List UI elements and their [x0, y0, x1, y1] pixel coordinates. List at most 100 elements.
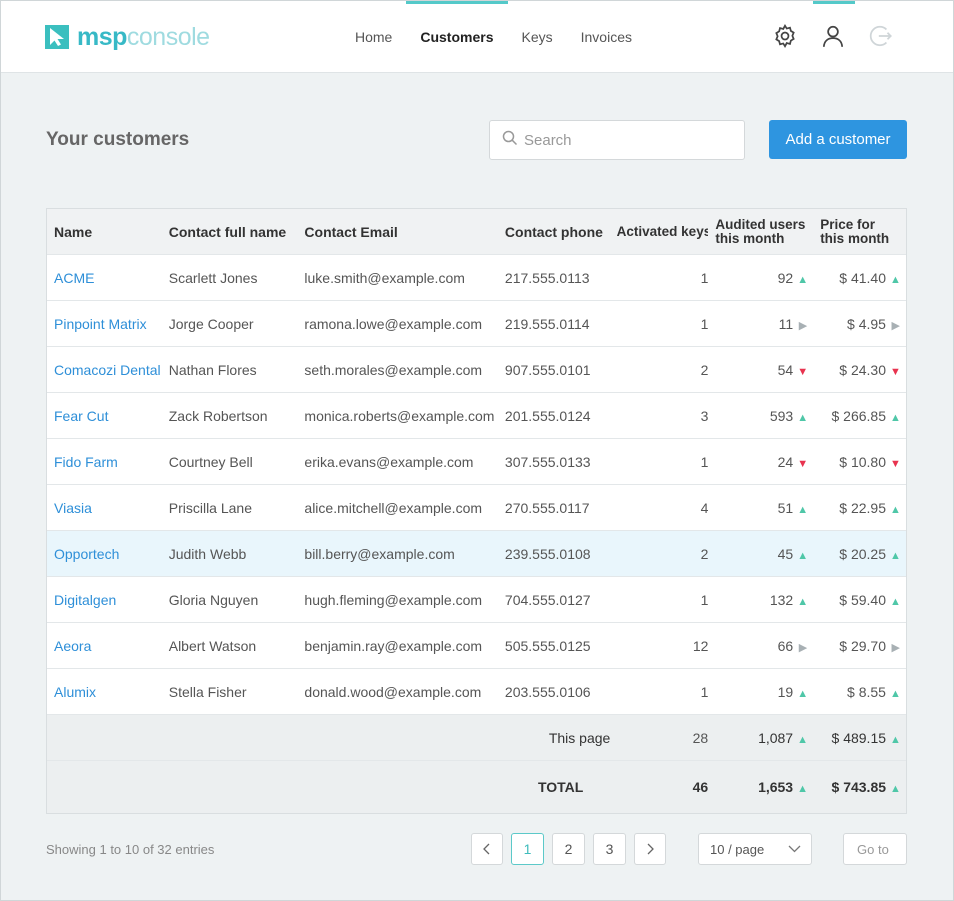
table-row[interactable]: Viasia Priscilla Lane alice.mitchell@examp…	[47, 485, 906, 531]
goto-page-input[interactable]: Go to	[843, 833, 907, 865]
contact-email: donald.wood@example.com	[304, 683, 482, 700]
trend-up-icon: ▲	[889, 549, 901, 562]
customer-name-link[interactable]: Aeora	[54, 637, 92, 654]
contact-email: monica.roberts@example.com	[304, 407, 495, 424]
table-row[interactable]: Comacozi Dental Nathan Flores seth.morales…	[47, 347, 906, 393]
trend-up-icon: ▲	[889, 503, 901, 516]
table-header-row: Name Contact full name Contact Email Con…	[47, 209, 906, 255]
price-month: $ 20.25 ▲	[813, 546, 906, 562]
customer-name-link[interactable]: Fear Cut	[54, 407, 109, 424]
logo[interactable]: mspconsole	[45, 23, 210, 51]
table-row[interactable]: Aeora Albert Watson benjamin.ray@example.c…	[47, 623, 906, 669]
contact-phone: 217.555.0113	[504, 269, 590, 286]
gear-icon[interactable]	[772, 23, 798, 49]
trend-flat-icon: ▶	[798, 319, 808, 332]
logo-console: console	[126, 23, 210, 51]
price-month-value: $ 10.80	[839, 453, 886, 470]
logo-mark-icon	[45, 25, 69, 49]
col-phone[interactable]: Contact phone	[504, 223, 603, 240]
this-page-label: This page	[548, 729, 611, 746]
trend-up-icon: ▲	[797, 783, 808, 795]
contact-name: Zack Robertson	[168, 407, 268, 424]
add-customer-button[interactable]: Add a customer	[769, 120, 907, 159]
price-month: $ 41.40 ▲	[813, 270, 906, 286]
customer-name-link[interactable]: ACME	[54, 269, 95, 286]
total-audited-value: 1,653	[758, 779, 794, 795]
audited-users: 54 ▼	[708, 362, 813, 378]
audited-users-value: 92	[777, 269, 794, 286]
activated-keys: 3	[700, 407, 709, 424]
logo-msp: msp	[77, 23, 127, 51]
audited-users-value: 593	[769, 407, 794, 424]
nav-keys[interactable]: Keys	[521, 29, 553, 45]
trend-flat-icon: ▶	[798, 641, 808, 654]
contact-phone: 704.555.0127	[504, 591, 591, 608]
contact-phone: 201.555.0124	[504, 407, 591, 424]
logout-icon[interactable]	[868, 23, 894, 49]
price-month: $ 29.70 ▶	[813, 638, 906, 654]
table-row[interactable]: Alumix Stella Fisher donald.wood@example.c…	[47, 669, 906, 715]
entries-summary: Showing 1 to 10 of 32 entries	[46, 842, 215, 857]
table-row[interactable]: Digitalgen Gloria Nguyen hugh.fleming@exam…	[47, 577, 906, 623]
audited-users: 66 ▶	[708, 638, 813, 654]
nav-invoices[interactable]: Invoices	[580, 29, 632, 45]
trend-up-icon: ▲	[890, 783, 901, 795]
trend-up-icon: ▲	[797, 733, 808, 746]
audited-users: 11 ▶	[708, 316, 813, 332]
prev-page-button[interactable]	[471, 833, 503, 865]
col-email[interactable]: Contact Email	[304, 223, 398, 240]
activated-keys: 1	[700, 683, 709, 700]
search-icon	[502, 130, 518, 151]
activated-keys: 4	[700, 499, 709, 516]
col-price[interactable]: Price for this month	[820, 217, 890, 246]
customer-name-link[interactable]: Fido Farm	[54, 453, 118, 470]
page-button-1[interactable]: 1	[511, 833, 544, 865]
col-keys[interactable]: Activated keys	[616, 224, 709, 239]
next-page-button[interactable]	[634, 833, 666, 865]
trend-down-icon: ▼	[797, 457, 809, 470]
customer-name-link[interactable]: Viasia	[54, 499, 92, 516]
col-contact-name[interactable]: Contact full name	[168, 223, 287, 240]
user-icon[interactable]	[820, 23, 846, 49]
contact-email: hugh.fleming@example.com	[304, 591, 483, 608]
audited-users-value: 45	[777, 545, 794, 562]
page-button-2[interactable]: 2	[552, 833, 585, 865]
audited-users-value: 51	[777, 499, 794, 516]
per-page-select[interactable]: 10 / page	[698, 833, 812, 865]
search-box[interactable]	[489, 120, 745, 160]
trend-up-icon: ▲	[889, 273, 901, 286]
trend-up-icon: ▲	[797, 503, 809, 516]
table-row[interactable]: Fido Farm Courtney Bell erika.evans@exampl…	[47, 439, 906, 485]
audited-users-value: 11	[778, 315, 794, 332]
contact-email: seth.morales@example.com	[304, 361, 483, 378]
price-month-value: $ 4.95	[847, 315, 886, 332]
audited-users-value: 24	[777, 453, 794, 470]
table-row[interactable]: Opportech Judith Webb bill.berry@example.c…	[47, 531, 906, 577]
audited-users: 132 ▲	[708, 592, 813, 608]
search-input[interactable]	[524, 131, 734, 149]
table-row[interactable]: ACME Scarlett Jones luke.smith@example.com…	[47, 255, 906, 301]
nav-customers[interactable]: Customers	[406, 1, 508, 73]
audited-users-value: 19	[777, 683, 794, 700]
nav-home[interactable]: Home	[355, 29, 393, 45]
price-month-value: $ 29.70	[839, 637, 886, 654]
contact-email: benjamin.ray@example.com	[304, 637, 483, 654]
table-row[interactable]: Pinpoint Matrix Jorge Cooper ramona.lowe@e…	[47, 301, 906, 347]
contact-phone: 203.555.0106	[504, 683, 591, 700]
customer-name-link[interactable]: Digitalgen	[54, 591, 117, 608]
customer-name-link[interactable]: Comacozi Dental	[54, 361, 161, 378]
col-name[interactable]: Name	[54, 223, 93, 240]
activated-keys: 1	[700, 453, 709, 470]
this-page-price-value: $ 489.15	[831, 729, 887, 746]
audited-users: 45 ▲	[708, 546, 813, 562]
user-active-marker	[813, 1, 855, 4]
customer-name-link[interactable]: Pinpoint Matrix	[54, 315, 147, 332]
customer-name-link[interactable]: Alumix	[54, 683, 97, 700]
page-button-3[interactable]: 3	[593, 833, 626, 865]
chevron-right-icon	[647, 843, 654, 855]
col-audited[interactable]: Audited users this month	[715, 217, 806, 246]
customer-name-link[interactable]: Opportech	[54, 545, 120, 562]
table-row[interactable]: Fear Cut Zack Robertson monica.roberts@exa…	[47, 393, 906, 439]
contact-email: alice.mitchell@example.com	[304, 499, 483, 516]
contact-email: ramona.lowe@example.com	[304, 315, 483, 332]
